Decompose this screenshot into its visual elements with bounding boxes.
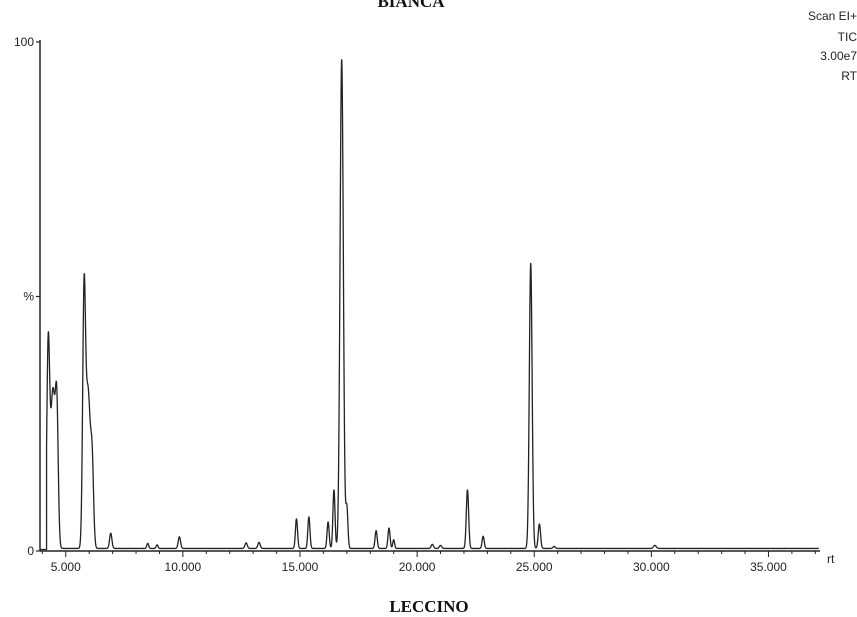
x-ticks: 5.000 10.000 15.000 20.000 25.000 30.000 35.00… <box>41 551 816 574</box>
chart-title-bottom: LECCINO <box>389 597 468 616</box>
x-tick-label: 30.000 <box>633 560 670 574</box>
y-tick-label: 0 <box>27 544 34 558</box>
x-tick-label: 15.000 <box>282 560 319 574</box>
annotation-rt: RT <box>841 69 857 83</box>
chart-title-top: BIANCA <box>377 0 445 11</box>
y-tick-label: 100 <box>14 35 34 49</box>
y-tick-label: % <box>23 290 34 304</box>
x-tick-label: 10.000 <box>165 560 202 574</box>
annotation-tic: TIC <box>838 30 857 44</box>
x-tick-label: 20.000 <box>399 560 436 574</box>
tic-trace-line <box>40 59 820 551</box>
annotation-scale: 3.00e7 <box>820 49 857 63</box>
x-tick-label: 5.000 <box>51 560 81 574</box>
x-tick-label: 25.000 <box>516 560 553 574</box>
x-axis-label: rt <box>827 552 835 566</box>
annotation-scan-mode: Scan EI+ <box>808 9 857 23</box>
x-tick-label: 35.000 <box>750 560 787 574</box>
y-ticks: 0% 100 <box>14 35 40 558</box>
